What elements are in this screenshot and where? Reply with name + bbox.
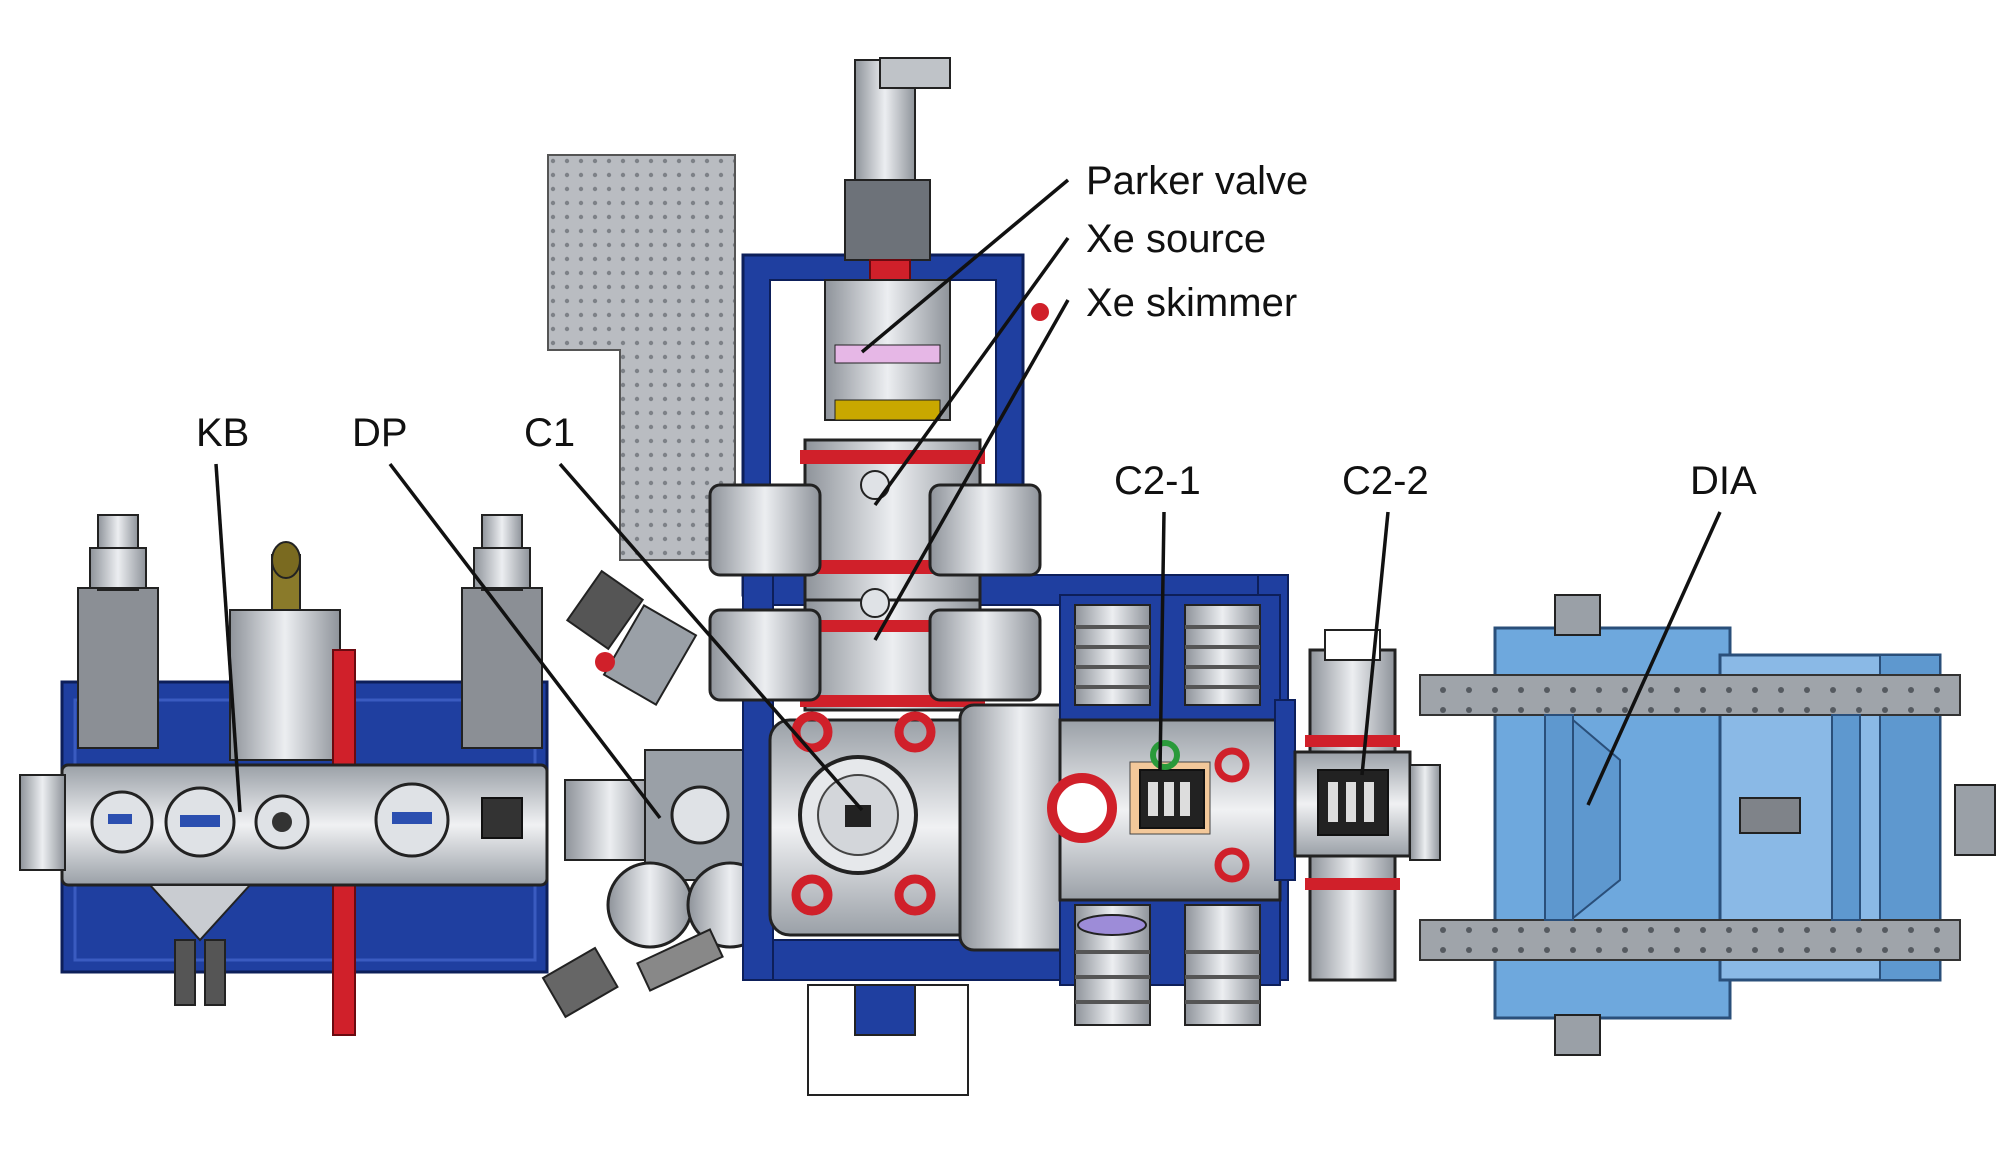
label-dp: DP <box>352 411 408 455</box>
label-parker-valve: Parker valve <box>1086 159 1308 203</box>
label-xe-skimmer: Xe skimmer <box>1086 281 1297 325</box>
label-c1: C1 <box>524 411 575 455</box>
leader-line-parker-valve <box>860 178 1070 354</box>
label-kb: KB <box>196 411 249 455</box>
leader-line-dp <box>388 462 662 820</box>
central-frame <box>708 57 1289 1096</box>
label-c2-1: C2-1 <box>1114 459 1201 503</box>
c1-chamber <box>768 703 1102 952</box>
dp-section <box>541 569 774 1019</box>
leader-line-xe-source <box>873 236 1070 507</box>
leader-line-kb <box>214 463 242 813</box>
label-c2-2: C2-2 <box>1342 459 1429 503</box>
dia-section <box>1419 594 1996 1056</box>
leader-line-dia <box>1586 511 1722 806</box>
kb-section <box>19 514 549 1036</box>
leader-line-c2-2 <box>1360 511 1390 776</box>
label-xe-source: Xe source <box>1086 217 1266 261</box>
label-dia: DIA <box>1690 459 1757 503</box>
leader-lines <box>214 178 1722 820</box>
leader-line-xe-skimmer <box>873 299 1070 641</box>
leader-line-c1 <box>558 462 864 812</box>
leader-line-c2-1 <box>1158 511 1166 771</box>
c2-section <box>1047 594 1441 1026</box>
breadboard-plate <box>547 154 736 561</box>
